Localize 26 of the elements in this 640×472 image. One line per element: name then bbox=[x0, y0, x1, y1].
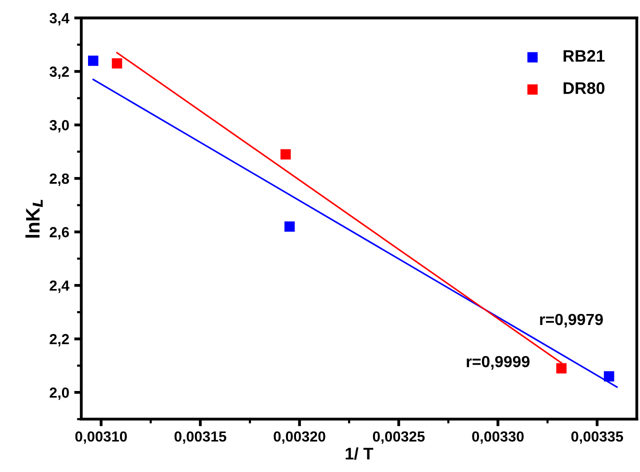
x-tick-label: 0,00325 bbox=[372, 431, 425, 444]
x-tick-label: 0,00335 bbox=[571, 431, 624, 444]
y-tick-label: 2,2 bbox=[50, 334, 69, 346]
point bbox=[556, 363, 567, 374]
legend-label: DR80 bbox=[564, 82, 604, 94]
legend-label: RB21 bbox=[564, 50, 605, 62]
y-axis-title: lnK$_{L}$ bbox=[25, 200, 43, 238]
point bbox=[112, 58, 122, 69]
point bbox=[604, 371, 614, 382]
y-tick-label: 2,0 bbox=[50, 387, 69, 400]
y-tick-label: 2,6 bbox=[50, 227, 69, 240]
annotation: r=0,9999 bbox=[466, 356, 530, 370]
x-tick-label: 0,00320 bbox=[274, 431, 326, 444]
x-tick-label: 0,00315 bbox=[174, 431, 226, 444]
point bbox=[280, 149, 291, 160]
point bbox=[284, 221, 295, 232]
point bbox=[88, 56, 98, 66]
x-tick-label: 0,00330 bbox=[472, 431, 524, 444]
y-tick-label: 3,2 bbox=[50, 66, 69, 79]
x-tick-label: 0,00310 bbox=[75, 431, 127, 444]
y-tick-label: 3,4 bbox=[50, 13, 70, 26]
y-tick-label: 2,8 bbox=[50, 174, 70, 186]
y-tick-label: 2,4 bbox=[50, 280, 70, 293]
x-axis-title: 1/ T bbox=[346, 447, 374, 460]
annotation: r=0,9979 bbox=[540, 314, 603, 328]
y-tick-label: 3,0 bbox=[50, 120, 69, 132]
